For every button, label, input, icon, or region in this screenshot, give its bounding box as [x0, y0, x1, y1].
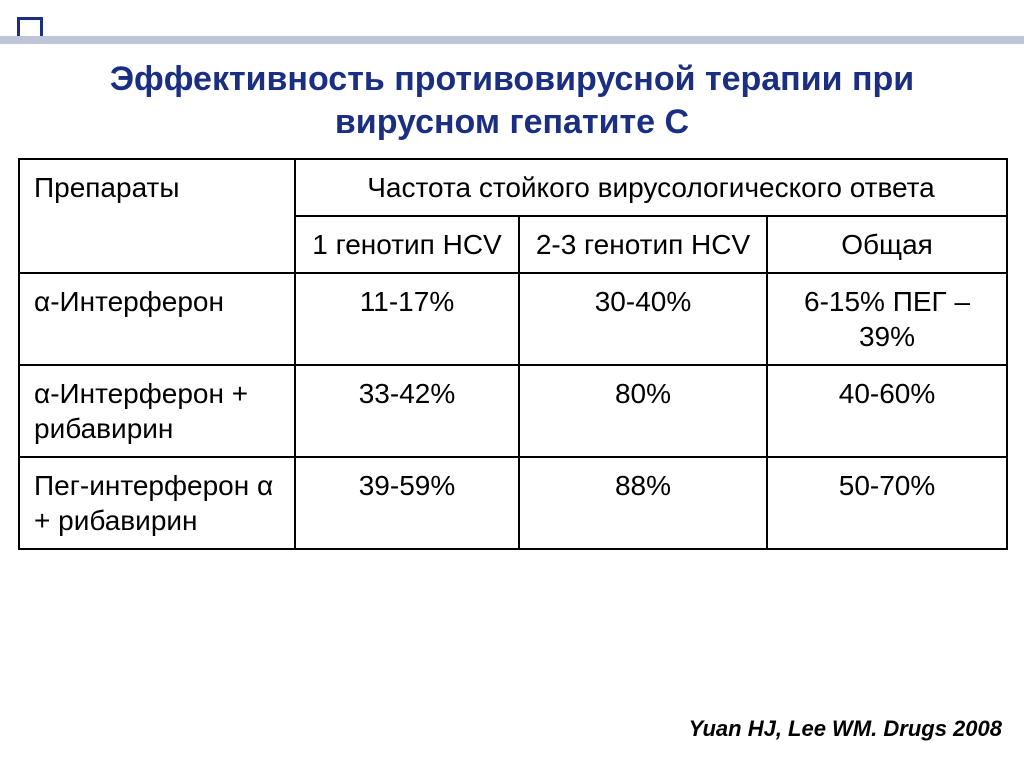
- table-header-row-1: Препараты Частота стойкого вирусологичес…: [19, 159, 1007, 216]
- value-cell: 88%: [519, 457, 767, 549]
- subheader-overall: Общая: [767, 216, 1007, 273]
- col-header-response: Частота стойкого вирусологического ответ…: [295, 159, 1007, 216]
- value-cell: 30-40%: [519, 273, 767, 365]
- subheader-genotype-1: 1 генотип HCV: [295, 216, 519, 273]
- efficacy-table: Препараты Частота стойкого вирусологичес…: [18, 158, 1008, 550]
- table-row: α-Интерферон 11-17% 30-40% 6-15% ПЕГ – 3…: [19, 273, 1007, 365]
- subheader-genotype-23: 2-3 генотип HCV: [519, 216, 767, 273]
- value-cell: 40-60%: [767, 365, 1007, 457]
- slide-title: Эффективность противовирусной терапии пр…: [0, 58, 1024, 143]
- value-cell: 33-42%: [295, 365, 519, 457]
- value-cell: 80%: [519, 365, 767, 457]
- citation: Yuan HJ, Lee WM. Drugs 2008: [689, 716, 1002, 742]
- value-cell: 11-17%: [295, 273, 519, 365]
- value-cell: 39-59%: [295, 457, 519, 549]
- drug-cell: Пег-интерферон α + рибавирин: [19, 457, 295, 549]
- top-accent-bar: [0, 36, 1024, 44]
- col-header-drugs: Препараты: [19, 159, 295, 273]
- slide: Эффективность противовирусной терапии пр…: [0, 0, 1024, 767]
- table-row: Пег-интерферон α + рибавирин 39-59% 88% …: [19, 457, 1007, 549]
- value-cell: 50-70%: [767, 457, 1007, 549]
- table-row: α-Интерферон + рибавирин 33-42% 80% 40-6…: [19, 365, 1007, 457]
- value-cell: 6-15% ПЕГ – 39%: [767, 273, 1007, 365]
- drug-cell: α-Интерферон: [19, 273, 295, 365]
- drug-cell: α-Интерферон + рибавирин: [19, 365, 295, 457]
